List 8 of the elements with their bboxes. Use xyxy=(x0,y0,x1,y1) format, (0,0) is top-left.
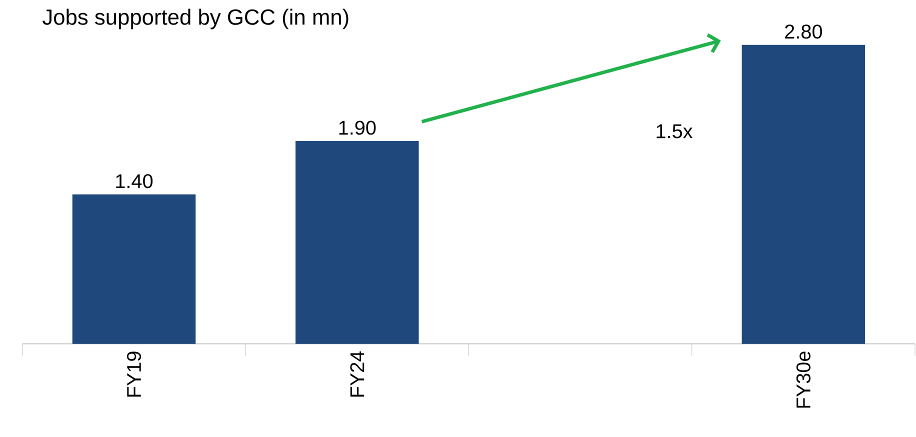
data-label: 2.80 xyxy=(785,24,822,38)
x-tick-label: FY24 xyxy=(350,351,364,396)
x-tick-label: FY30e xyxy=(796,351,810,408)
data-label: 1.90 xyxy=(339,120,376,135)
chart-title: Jobs supported by GCC (in mn) xyxy=(42,8,348,30)
x-tick-label: FY19 xyxy=(126,352,142,396)
annotation: 1.5x xyxy=(656,124,693,138)
data-label: 1.40 xyxy=(116,174,153,188)
